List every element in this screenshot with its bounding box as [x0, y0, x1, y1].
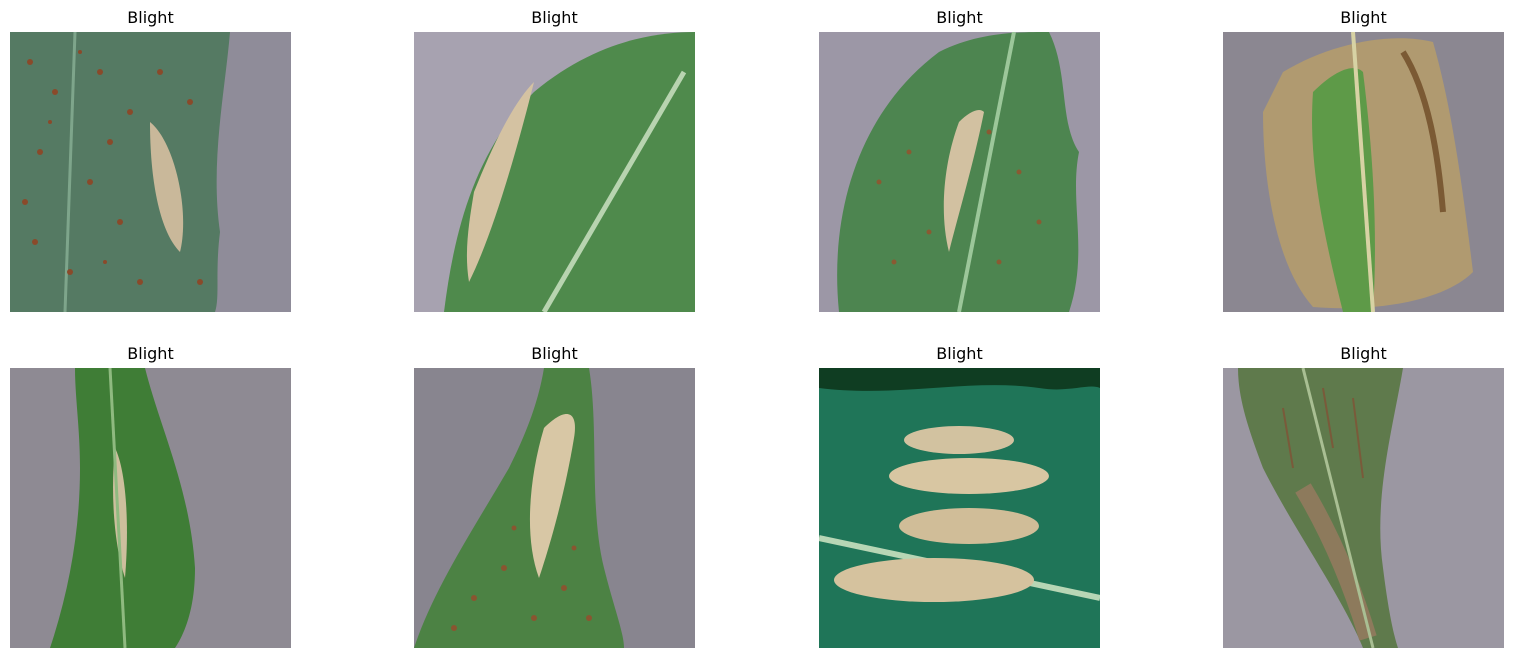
panel-title: Blight	[531, 8, 578, 27]
panel-title: Blight	[936, 344, 983, 363]
leaf-photo	[10, 368, 291, 648]
leaf-photo	[414, 32, 695, 312]
leaf-photo	[819, 32, 1100, 312]
leaf-photo	[1223, 32, 1504, 312]
panel-title: Blight	[1340, 8, 1387, 27]
panel-title: Blight	[531, 344, 578, 363]
panel-title: Blight	[936, 8, 983, 27]
panel-title: Blight	[127, 8, 174, 27]
panel-title: Blight	[1340, 344, 1387, 363]
leaf-photo	[10, 32, 291, 312]
panel-title: Blight	[127, 344, 174, 363]
leaf-photo	[414, 368, 695, 648]
leaf-photo	[819, 368, 1100, 648]
leaf-photo	[1223, 368, 1504, 648]
